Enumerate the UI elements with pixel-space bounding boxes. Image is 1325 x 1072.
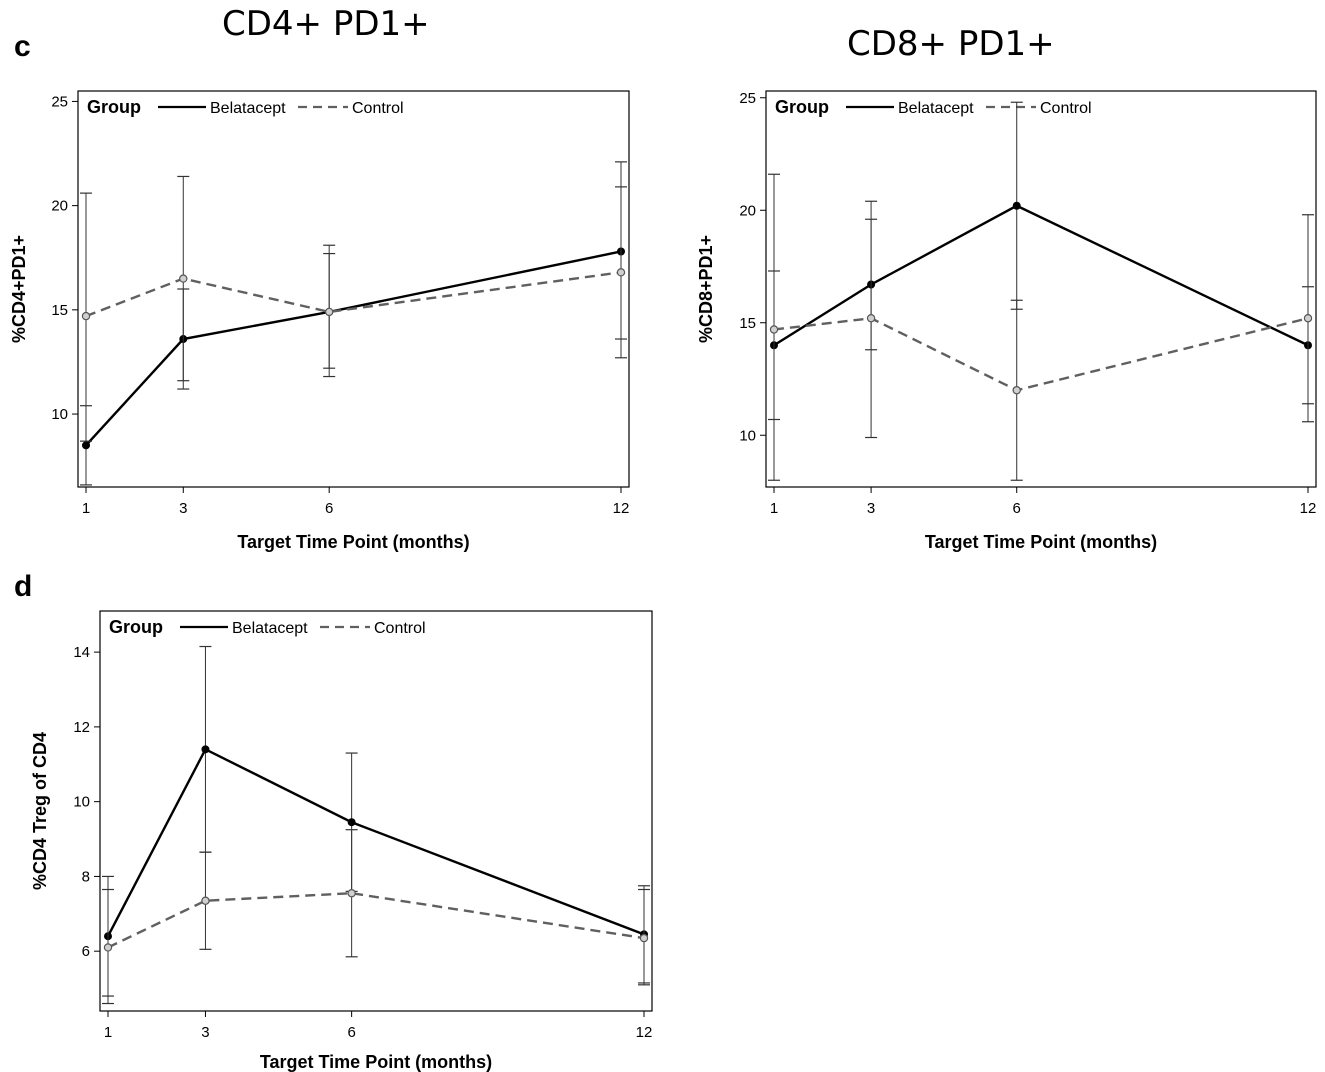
y-tick-label: 20	[739, 202, 756, 219]
x-tick-label: 6	[1013, 500, 1021, 517]
x-tick-label: 3	[179, 500, 187, 517]
y-tick-label: 6	[82, 943, 90, 960]
y-tick-label: 14	[73, 644, 90, 661]
data-point-control	[201, 896, 210, 905]
data-point-control	[179, 274, 188, 283]
y-tick-label: 10	[51, 406, 68, 423]
series-line-belatacept	[773, 204, 1309, 347]
legend-title: Group	[87, 97, 141, 117]
legend-label-belatacept: Belatacept	[210, 100, 286, 117]
plot-frame	[99, 610, 653, 1012]
data-point-control	[347, 889, 356, 898]
x-tick-label: 1	[770, 500, 778, 517]
y-axis-label: %CD4 Treg of CD4	[30, 732, 50, 890]
panel-c-label: c	[14, 30, 31, 63]
plot-frame	[765, 90, 1317, 488]
x-axis-label: Target Time Point (months)	[260, 1052, 492, 1072]
chart-title-cd4-pd1: CD4+ PD1+	[222, 4, 430, 44]
chart-title-cd8-pd1: CD8+ PD1+	[847, 24, 1055, 64]
y-axis-label: %CD8+PD1+	[696, 235, 716, 343]
y-tick-label: 20	[51, 198, 68, 215]
x-tick-label: 3	[867, 500, 875, 517]
x-tick-label: 1	[104, 1024, 112, 1041]
y-tick-label: 10	[73, 794, 90, 811]
series-line-control	[85, 271, 622, 318]
data-point-belatacept	[347, 818, 356, 827]
legend-label-belatacept: Belatacept	[898, 100, 974, 117]
x-tick-label: 6	[347, 1024, 355, 1041]
panel-d-label: d	[14, 570, 33, 603]
series-line-belatacept	[85, 250, 622, 447]
data-point-control	[639, 933, 649, 943]
data-point-control	[1012, 386, 1021, 395]
data-point-control	[616, 268, 626, 277]
data-point-control	[103, 943, 113, 952]
y-tick-label: 25	[739, 90, 756, 107]
y-tick-label: 12	[73, 719, 90, 736]
data-point-belatacept	[201, 745, 210, 754]
y-tick-label: 25	[51, 93, 68, 110]
y-axis-label: %CD4+PD1+	[9, 235, 29, 343]
data-point-control	[324, 307, 334, 317]
plot-frame	[77, 90, 630, 488]
x-axis-label: Target Time Point (months)	[237, 532, 469, 552]
legend-label-control: Control	[374, 620, 426, 637]
data-point-belatacept	[1012, 201, 1021, 210]
y-tick-label: 10	[739, 427, 756, 444]
data-point-control	[866, 314, 876, 323]
x-tick-label: 1	[82, 500, 90, 517]
series-line-belatacept	[106, 747, 645, 937]
x-tick-label: 3	[201, 1024, 209, 1041]
data-point-control	[81, 311, 91, 321]
series-line-control	[773, 317, 1309, 392]
data-point-control	[769, 325, 779, 334]
x-tick-label: 6	[325, 500, 333, 517]
y-tick-label: 8	[82, 868, 90, 885]
legend-label-control: Control	[352, 100, 404, 117]
legend-label-control: Control	[1040, 100, 1092, 117]
data-point-belatacept	[82, 441, 90, 450]
y-tick-label: 15	[739, 315, 756, 332]
legend-title: Group	[775, 97, 829, 117]
x-tick-label: 12	[1300, 500, 1317, 517]
x-tick-label: 12	[636, 1024, 653, 1041]
x-axis-label: Target Time Point (months)	[925, 532, 1157, 552]
y-tick-label: 15	[51, 302, 68, 319]
data-point-control	[1303, 314, 1313, 323]
series-line-control	[107, 892, 645, 949]
legend-label-belatacept: Belatacept	[232, 620, 308, 637]
legend-title: Group	[109, 617, 163, 637]
x-tick-label: 12	[613, 500, 630, 517]
